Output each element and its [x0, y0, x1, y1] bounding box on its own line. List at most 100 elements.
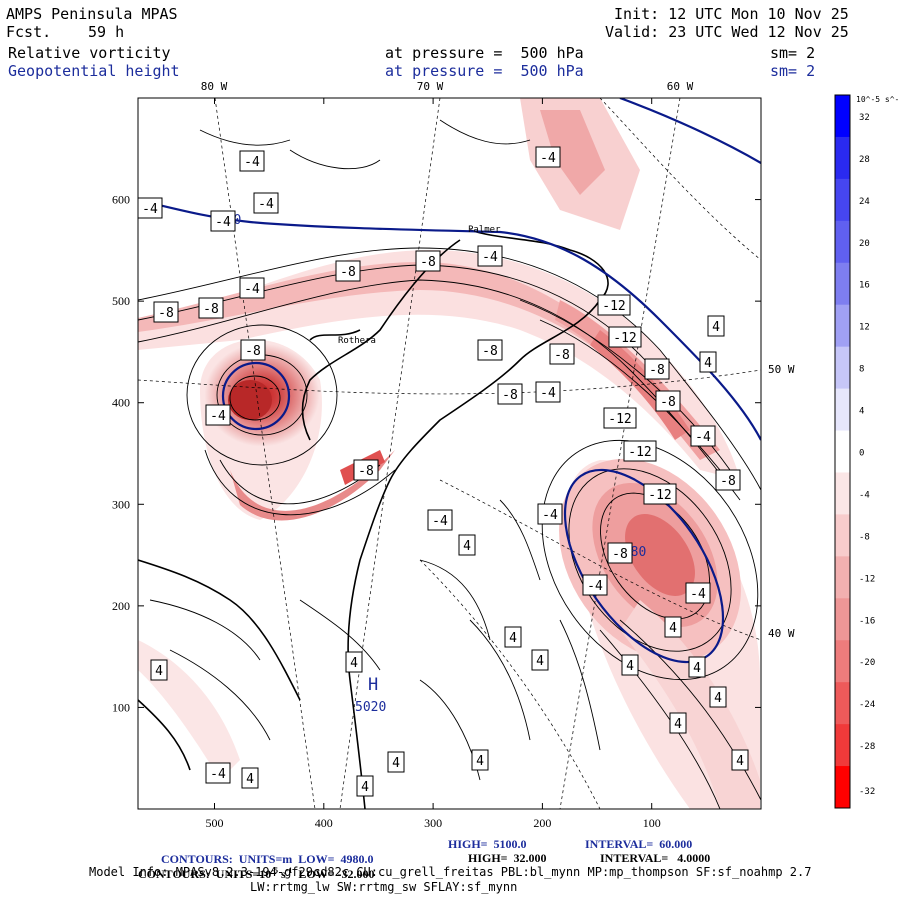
- svg-text:4: 4: [714, 691, 722, 706]
- svg-text:-8: -8: [660, 395, 676, 410]
- vorticity-contour-label: -4: [137, 197, 163, 219]
- svg-text:-4: -4: [258, 197, 274, 212]
- vorticity-contour-label: -12: [623, 440, 657, 462]
- vorticity-contour-label: -8: [353, 459, 379, 481]
- lat-lon-grid: [138, 98, 761, 809]
- colorbar-segment: [835, 598, 850, 641]
- vorticity-contour-label: -8: [415, 250, 441, 272]
- place-label: Rothera: [338, 336, 376, 346]
- svg-text:4: 4: [392, 756, 400, 771]
- svg-text:4: 4: [712, 320, 720, 335]
- colorbar-tick-label: 24: [859, 197, 870, 207]
- colorbar-segment: [835, 640, 850, 683]
- svg-text:-4: -4: [210, 767, 226, 782]
- vorticity-contour-label: -4: [205, 762, 231, 784]
- vorticity-contour-label: -4: [685, 582, 711, 604]
- colorbar-tick-label: 32: [859, 113, 870, 123]
- vorticity-contour-label: -4: [239, 277, 265, 299]
- vorticity-contour-label: -4: [537, 503, 563, 525]
- vorticity-contour-label: 4: [709, 686, 727, 708]
- vort-units-exp: -5: [271, 866, 278, 875]
- svg-text:4: 4: [736, 754, 744, 769]
- y-tick-label: 300: [112, 497, 130, 511]
- svg-text:4: 4: [350, 656, 358, 671]
- svg-text:-8: -8: [554, 348, 570, 363]
- colorbar-tick-label: -12: [859, 574, 875, 584]
- colorbar-segment: [835, 388, 850, 432]
- vorticity-contour-label: -4: [239, 150, 265, 172]
- axis-ticks: 100 200 300 400 500 600 500 400 300 200 100 80 W 70 …: [112, 80, 795, 830]
- vort-contour-units: CONTOURS: UNITS=10: [138, 867, 272, 881]
- y-tick-label: 500: [112, 294, 130, 308]
- vorticity-contour-label: 4: [504, 626, 522, 648]
- svg-text:-4: -4: [244, 282, 260, 297]
- vorticity-contour-label: -12: [597, 294, 631, 316]
- svg-text:-8: -8: [720, 474, 736, 489]
- high-pressure-value: 5020: [355, 700, 386, 715]
- valid-time: Valid: 23 UTC Wed 12 Nov 25: [605, 23, 849, 41]
- colorbar-tick-label: -20: [859, 658, 875, 668]
- vorticity-contour-label: -8: [644, 358, 670, 380]
- colorbar-tick-label: -8: [859, 532, 870, 542]
- svg-text:-4: -4: [215, 215, 231, 230]
- vort-units-s: s: [277, 867, 286, 881]
- vort-contour-low: LOW= -32.000: [292, 867, 375, 881]
- colorbar-frame: [834, 94, 851, 809]
- svg-text:-12: -12: [648, 488, 671, 503]
- x-tick-label: 100: [643, 816, 661, 830]
- colorbar-segment: [835, 262, 850, 306]
- vorticity-contour-label: -8: [655, 390, 681, 412]
- svg-text:-4: -4: [540, 386, 556, 401]
- svg-text:-8: -8: [340, 265, 356, 280]
- svg-text:-4: -4: [482, 250, 498, 265]
- colorbar-tick-label: 12: [859, 323, 870, 333]
- longitude-label-right: 40 W: [768, 627, 795, 640]
- svg-text:4: 4: [693, 661, 701, 676]
- svg-text:4: 4: [246, 772, 254, 787]
- svg-text:-8: -8: [612, 547, 628, 562]
- colorbar-tick-label: 4: [859, 407, 864, 417]
- vorticity-contour-label: -8: [477, 339, 503, 361]
- svg-text:-4: -4: [210, 409, 226, 424]
- svg-text:4: 4: [509, 631, 517, 646]
- vorticity-contours: [138, 119, 761, 809]
- colorbar-segment: [835, 178, 850, 222]
- vorticity-contour-label: -8: [607, 542, 633, 564]
- init-time: Init: 12 UTC Mon 10 Nov 25: [614, 5, 849, 23]
- vorticity-contour-label: 4: [458, 534, 476, 556]
- svg-text:-12: -12: [628, 445, 651, 460]
- colorbar-segment: [835, 724, 850, 767]
- field1-name: Relative vorticity: [8, 44, 171, 62]
- svg-text:-8: -8: [649, 363, 665, 378]
- vorticity-contour-label: -4: [253, 192, 279, 214]
- vort-contour-high: HIGH= 32.000: [468, 851, 547, 865]
- vorticity-contour-label: -8: [497, 383, 523, 405]
- colorbar-segment: [835, 430, 850, 473]
- x-tick-label: 300: [424, 816, 442, 830]
- colorbar-tick-label: 8: [859, 365, 864, 375]
- svg-text:-8: -8: [482, 344, 498, 359]
- svg-text:4: 4: [674, 717, 682, 732]
- vorticity-contour-label: -8: [715, 469, 741, 491]
- height-contour-info: CONTOURS: UNITS=m LOW= 4980.0: [155, 837, 373, 867]
- colorbar-tick-label: 20: [859, 239, 870, 249]
- vort-contour-interval: INTERVAL= 4.0000: [600, 851, 711, 865]
- svg-text:-4: -4: [690, 587, 706, 602]
- height-contour-high: HIGH= 5100.0: [448, 837, 527, 851]
- colorbar: 10^-5 s^-1 32 28 24 20 16 12 8 4 0 -4 -8 -12 -16 -20 -2…: [834, 94, 900, 809]
- vorticity-contour-label: -8: [549, 343, 575, 365]
- vorticity-contour-label: 4: [471, 749, 489, 771]
- contour-labels: PalmerRothera50404980H5020-4-4-4-4-4-8-8…: [137, 146, 749, 797]
- longitude-label-right: 50 W: [768, 363, 795, 376]
- svg-text:4: 4: [669, 621, 677, 636]
- longitude-label-top: 80 W: [201, 80, 228, 93]
- vorticity-contour-label: 4: [699, 351, 717, 373]
- y-tick-label: 200: [112, 599, 130, 613]
- high-pressure-marker: H: [368, 675, 378, 695]
- colorbar-tick-label: -28: [859, 742, 875, 752]
- colorbar-segment: [835, 136, 850, 180]
- vorticity-contour-info: CONTOURS: UNITS=10-5 s-1 LOW= -32.000: [132, 851, 375, 882]
- vorticity-contour-label: 4: [688, 656, 706, 678]
- vorticity-contour-label: -4: [582, 574, 608, 596]
